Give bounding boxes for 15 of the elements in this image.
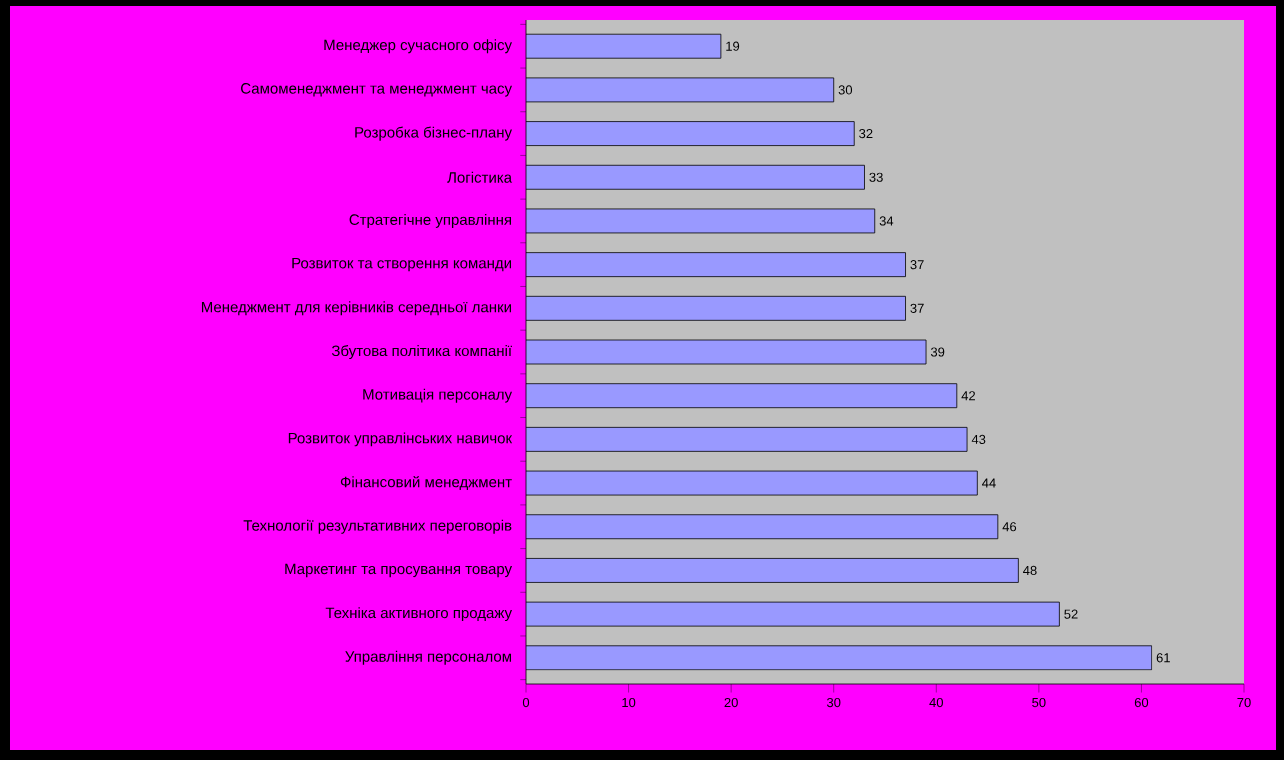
bar (526, 514, 999, 540)
bar (526, 558, 1019, 583)
bar (526, 470, 978, 496)
bar (526, 601, 1060, 627)
bar (526, 208, 876, 234)
bar (526, 252, 906, 278)
bar (526, 426, 968, 452)
bar (526, 645, 1153, 671)
bar (526, 164, 865, 190)
bar (526, 77, 835, 103)
bar (526, 121, 855, 146)
bar (526, 383, 958, 409)
bar (526, 33, 722, 59)
bar (526, 339, 927, 365)
bar (526, 295, 906, 321)
